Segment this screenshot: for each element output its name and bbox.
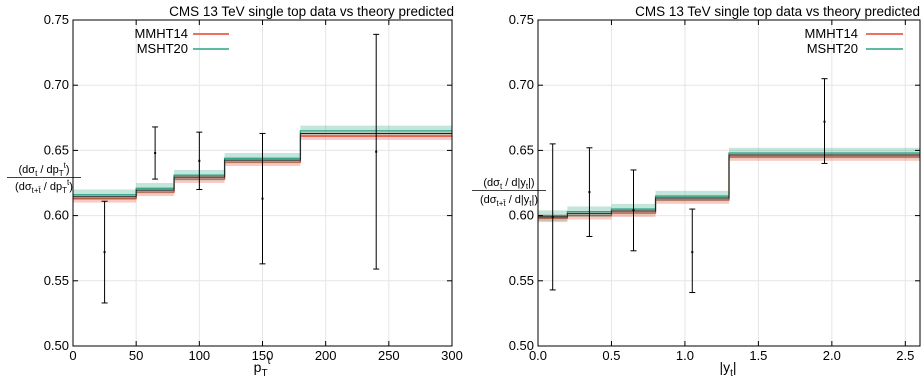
data-point [549, 143, 556, 291]
data-point [586, 147, 593, 237]
x-tick-label: 50 [129, 348, 143, 363]
x-tick-label: 0.5 [602, 348, 620, 363]
x-tick-label: 250 [378, 348, 400, 363]
y-axis-label-denominator: (dσt+t̄ / dpTt) [15, 178, 73, 195]
y-tick-label: 0.65 [44, 142, 69, 157]
data-point [689, 208, 696, 294]
x-axis-label: pTt [254, 356, 271, 376]
y-tick-label: 0.75 [509, 12, 534, 27]
y-tick-label: 0.70 [44, 77, 69, 92]
y-tick-label: 0.55 [44, 273, 69, 288]
x-tick-label: 0.0 [529, 348, 547, 363]
y-tick-label: 0.60 [509, 208, 534, 223]
plot-frame [537, 19, 921, 347]
chart-title: CMS 13 TeV single top data vs theory pre… [635, 4, 920, 19]
data-marker [823, 120, 826, 123]
data-marker [632, 209, 635, 212]
x-axis-label: |yt| [719, 359, 736, 376]
y-axis-label-denominator: (dσt+t̄ / d|yt|) [480, 194, 538, 208]
data-point [259, 132, 266, 265]
x-tick-label: 0 [69, 348, 76, 363]
data-marker [261, 197, 264, 200]
chart-panel-2: 0.50 0.55 0.60 0.65 0.70 0.75 0.0 0.5 1.0 1.5 2.0 2… [472, 4, 921, 376]
x-tick-label: 1.5 [749, 348, 767, 363]
legend-label-mmht14: MMHT14 [805, 26, 858, 41]
chart-title: CMS 13 TeV single top data vs theory pre… [169, 4, 454, 19]
y-tick-label: 0.50 [44, 338, 69, 353]
data-marker [154, 152, 157, 155]
data-point [373, 33, 380, 270]
y-tick-label: 0.55 [509, 273, 534, 288]
x-tick-label: 100 [188, 348, 210, 363]
data-point [152, 126, 159, 180]
x-tick-label: 200 [315, 348, 337, 363]
y-tick-label: 0.75 [44, 12, 69, 27]
y-tick-label: 0.50 [509, 338, 534, 353]
data-marker [551, 215, 554, 218]
legend-label-mmht14: MMHT14 [135, 26, 188, 41]
data-marker [198, 159, 201, 162]
data-point [196, 131, 203, 191]
y-tick-label: 0.70 [509, 77, 534, 92]
y-tick-label: 0.65 [509, 142, 534, 157]
data-marker [375, 150, 378, 153]
data-point [821, 78, 828, 164]
legend-label-msht20: MSHT20 [137, 41, 188, 56]
legend-label-msht20: MSHT20 [807, 41, 858, 56]
chart-panel-1: 0.50 0.55 0.60 0.65 0.70 0.75 0 50 100 150 200 250 3… [7, 4, 463, 376]
y-tick-label: 0.60 [44, 208, 69, 223]
x-tick-label: 2.5 [896, 348, 914, 363]
data-point [101, 200, 108, 304]
x-tick-label: 300 [441, 348, 463, 363]
data-marker [588, 191, 591, 194]
data-point [630, 169, 637, 252]
x-tick-label: 1.0 [676, 348, 694, 363]
data-marker [691, 251, 694, 254]
data-marker [103, 251, 106, 254]
x-tick-label: 150 [252, 348, 274, 363]
y-axis-label-numerator: (dσt / d|yt|) [483, 177, 534, 191]
y-axis-label-numerator: (dσt / dpTt) [18, 161, 69, 178]
x-tick-label: 2.0 [823, 348, 841, 363]
